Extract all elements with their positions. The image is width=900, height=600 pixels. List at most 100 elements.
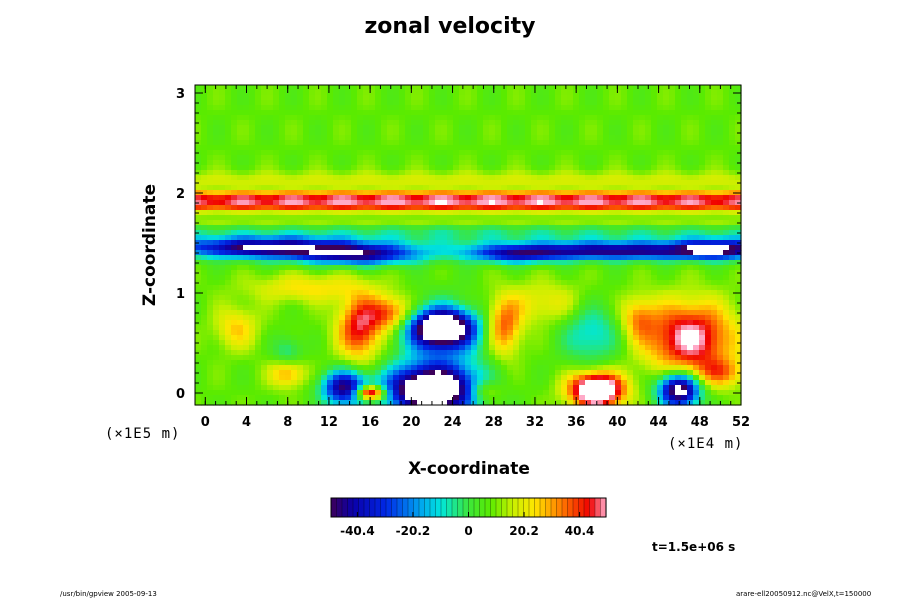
- heatmap-cell: [291, 320, 298, 326]
- heatmap-cell: [381, 335, 388, 341]
- heatmap-cell: [429, 100, 436, 106]
- heatmap-cell: [399, 400, 406, 406]
- heatmap-cell: [333, 230, 340, 236]
- heatmap-cell: [393, 130, 400, 136]
- heatmap-cell: [639, 355, 646, 361]
- heatmap-cell: [213, 335, 220, 341]
- heatmap-cell: [321, 360, 328, 366]
- heatmap-cell: [543, 395, 550, 401]
- heatmap-cell: [417, 310, 424, 316]
- heatmap-cell: [207, 235, 214, 241]
- heatmap-cell: [645, 305, 652, 311]
- heatmap-cell: [369, 370, 376, 376]
- heatmap-cell: [651, 185, 658, 191]
- heatmap-cell: [471, 220, 478, 226]
- heatmap-cell: [429, 125, 436, 131]
- heatmap-cell: [603, 95, 610, 101]
- heatmap-cell: [633, 115, 640, 121]
- heatmap-cell: [447, 220, 454, 226]
- heatmap-cell: [315, 150, 322, 156]
- heatmap-cell: [579, 375, 586, 381]
- heatmap-cell: [243, 235, 250, 241]
- heatmap-cell: [429, 345, 436, 351]
- heatmap-cell: [627, 390, 634, 396]
- heatmap-cell: [495, 280, 502, 286]
- heatmap-cell: [207, 255, 214, 261]
- heatmap-cell: [567, 155, 574, 161]
- heatmap-cell: [333, 170, 340, 176]
- heatmap-cell: [393, 110, 400, 116]
- heatmap-cell: [549, 290, 556, 296]
- heatmap-cell: [501, 345, 508, 351]
- heatmap-cell: [279, 385, 286, 391]
- heatmap-cell: [567, 110, 574, 116]
- heatmap-cell: [531, 230, 538, 236]
- heatmap-cell: [501, 105, 508, 111]
- heatmap-cell: [261, 340, 268, 346]
- heatmap-cell: [249, 120, 256, 126]
- heatmap-cell: [597, 250, 604, 256]
- heatmap-cell: [483, 240, 490, 246]
- heatmap-cell: [213, 245, 220, 251]
- heatmap-cell: [333, 150, 340, 156]
- heatmap-cell: [555, 325, 562, 331]
- heatmap-cell: [519, 130, 526, 136]
- heatmap-cell: [477, 165, 484, 171]
- heatmap-cell: [507, 295, 514, 301]
- heatmap-cell: [285, 120, 292, 126]
- heatmap-cell: [357, 120, 364, 126]
- heatmap-cell: [603, 135, 610, 141]
- heatmap-cell: [453, 290, 460, 296]
- heatmap-cell: [393, 100, 400, 106]
- heatmap-cell: [615, 210, 622, 216]
- heatmap-cell: [459, 190, 466, 196]
- heatmap-cell: [393, 135, 400, 141]
- heatmap-cell: [507, 310, 514, 316]
- heatmap-cell: [573, 180, 580, 186]
- heatmap-cell: [441, 120, 448, 126]
- heatmap-cell: [219, 195, 226, 201]
- heatmap-cell: [381, 390, 388, 396]
- heatmap-cell: [303, 350, 310, 356]
- heatmap-cell: [393, 300, 400, 306]
- heatmap-cell: [609, 275, 616, 281]
- heatmap-cell: [327, 380, 334, 386]
- heatmap-cell: [651, 130, 658, 136]
- heatmap-cell: [609, 185, 616, 191]
- heatmap-cell: [525, 310, 532, 316]
- heatmap-cell: [195, 285, 202, 291]
- heatmap-cell: [591, 325, 598, 331]
- heatmap-cell: [585, 280, 592, 286]
- heatmap-cell: [195, 105, 202, 111]
- heatmap-cell: [219, 245, 226, 251]
- heatmap-cell: [441, 145, 448, 151]
- heatmap-cell: [375, 110, 382, 116]
- heatmap-cell: [225, 275, 232, 281]
- heatmap-cell: [513, 160, 520, 166]
- heatmap-cell: [231, 230, 238, 236]
- heatmap-cell: [267, 190, 274, 196]
- heatmap-cell: [495, 265, 502, 271]
- heatmap-cell: [633, 260, 640, 266]
- heatmap-cell: [537, 265, 544, 271]
- heatmap-cell: [249, 310, 256, 316]
- heatmap-cell: [297, 380, 304, 386]
- heatmap-cell: [471, 135, 478, 141]
- heatmap-cell: [225, 375, 232, 381]
- heatmap-cell: [393, 210, 400, 216]
- heatmap-cell: [219, 345, 226, 351]
- heatmap-cell: [471, 340, 478, 346]
- heatmap-cell: [327, 155, 334, 161]
- heatmap-cell: [537, 320, 544, 326]
- heatmap-cell: [525, 150, 532, 156]
- heatmap-cell: [303, 95, 310, 101]
- heatmap-cell: [327, 370, 334, 376]
- heatmap-cell: [633, 350, 640, 356]
- heatmap-cell: [237, 345, 244, 351]
- heatmap-cell: [459, 145, 466, 151]
- heatmap-cell: [393, 270, 400, 276]
- heatmap-cell: [435, 120, 442, 126]
- heatmap-cell: [489, 210, 496, 216]
- heatmap-cell: [303, 155, 310, 161]
- heatmap-cell: [459, 100, 466, 106]
